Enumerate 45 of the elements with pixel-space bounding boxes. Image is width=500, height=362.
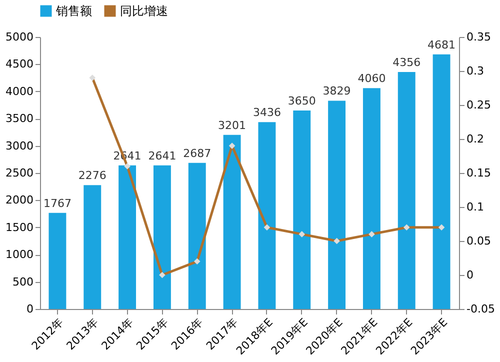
y2-tick-label: 0.25	[466, 98, 491, 112]
bar	[188, 162, 206, 309]
data-label: 3650	[288, 94, 316, 108]
data-label: 3829	[322, 84, 351, 98]
data-label: 4060	[358, 72, 386, 86]
bar	[84, 185, 102, 309]
y2-tick-label: 0.2	[466, 132, 484, 146]
bar	[328, 100, 346, 309]
y-tick-label: 4500	[6, 58, 34, 71]
bar	[48, 212, 66, 309]
data-label: 4681	[428, 38, 456, 52]
y2-tick-label: 0.15	[466, 166, 491, 180]
bar	[258, 122, 276, 309]
bar	[153, 165, 171, 309]
y-tick-label: 3000	[6, 139, 34, 152]
y-tick-label: 2500	[6, 166, 34, 180]
y-tick-label: 3500	[6, 112, 34, 126]
y-tick-label: 2000	[6, 194, 34, 207]
y2-tick-label: 0.35	[466, 30, 491, 44]
legend-label: 同比增速	[120, 4, 168, 18]
legend-label: 销售额	[55, 4, 92, 18]
data-label: 2641	[148, 149, 176, 162]
y-tick-label: 1000	[6, 248, 34, 262]
bar	[293, 110, 311, 309]
y-tick-label: 5000	[6, 30, 34, 44]
y2-tick-label: 0	[466, 268, 474, 282]
bar	[223, 134, 241, 309]
data-label: 4356	[392, 56, 421, 70]
y-tick-label: 4000	[6, 84, 34, 98]
y-tick-label: 1500	[6, 220, 34, 234]
y-tick-label: 500	[12, 275, 34, 288]
y2-tick-label: 0.3	[466, 64, 484, 78]
bar	[398, 72, 416, 309]
bar	[432, 54, 450, 309]
data-label: 1767	[43, 196, 72, 210]
data-label: 2276	[78, 169, 106, 182]
data-label: 2687	[183, 146, 212, 160]
y2-tick-label: -0.05	[466, 302, 495, 316]
y2-tick-label: 0.1	[466, 200, 484, 214]
bar	[362, 88, 380, 309]
data-label: 3201	[218, 118, 246, 132]
data-label: 3436	[252, 106, 281, 120]
bar	[118, 165, 136, 309]
y-tick-label: 0	[26, 302, 34, 316]
y2-tick-label: 0.05	[466, 234, 491, 248]
